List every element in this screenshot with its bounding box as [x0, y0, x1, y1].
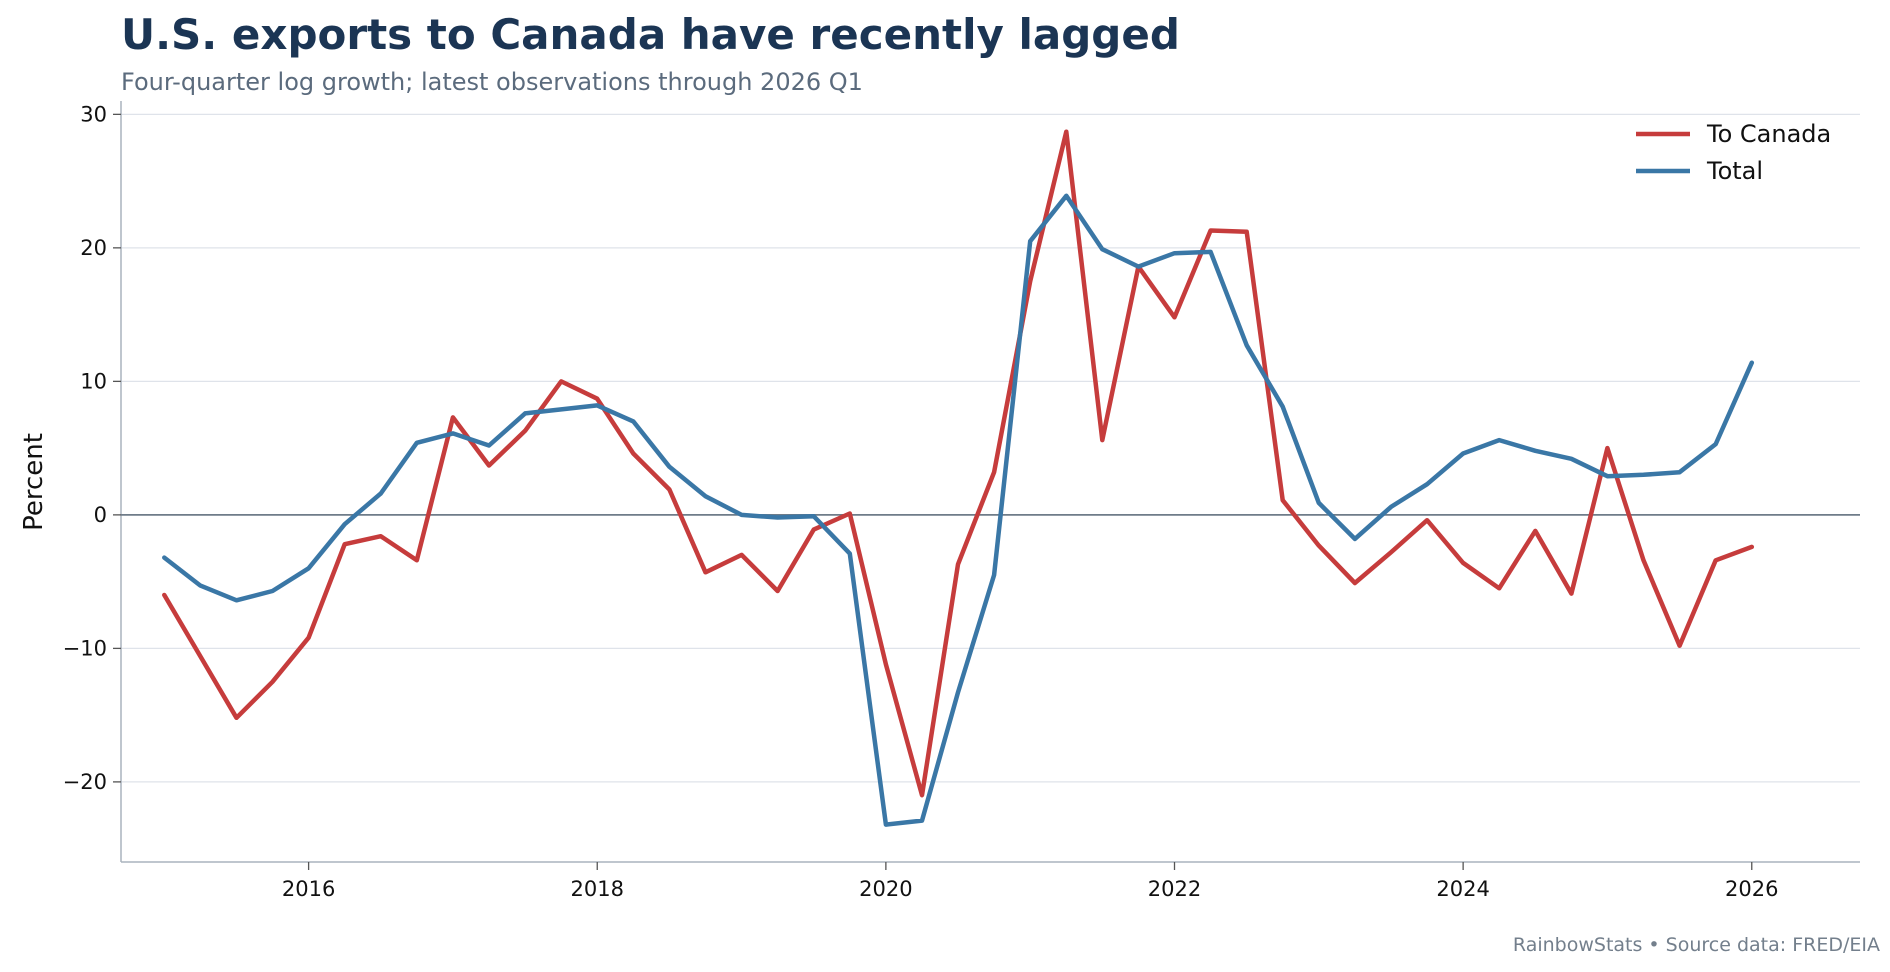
y-tick-label: 0 — [94, 503, 107, 527]
x-tick-label: 2016 — [282, 877, 335, 901]
y-tick-label: 20 — [80, 236, 107, 260]
y-tick-label: −10 — [63, 636, 107, 660]
legend-label: Total — [1706, 157, 1763, 185]
x-tick-label: 2020 — [859, 877, 912, 901]
source-credit: RainbowStats • Source data: FRED/EIA — [1512, 934, 1880, 956]
y-ticks: −20 −10 0 10 20 30 — [63, 102, 121, 794]
chart-subtitle: Four-quarter log growth; latest observat… — [121, 68, 863, 96]
gridlines — [121, 113, 1860, 783]
x-tick-label: 2022 — [1148, 877, 1201, 901]
series-lines — [162, 129, 1755, 827]
y-axis-label: Percent — [19, 433, 49, 531]
series-line-total — [162, 193, 1755, 827]
y-tick-label: −20 — [63, 770, 107, 794]
y-tick-label: 30 — [80, 102, 107, 126]
legend: To Canada Total — [1636, 120, 1831, 185]
y-tick-label: 10 — [80, 369, 107, 393]
x-tick-label: 2026 — [1725, 877, 1778, 901]
x-tick-label: 2018 — [571, 877, 624, 901]
x-ticks: 2016 2018 2020 2022 2024 2026 — [282, 862, 1778, 901]
axes — [120, 101, 1860, 863]
chart-title: U.S. exports to Canada have recently lag… — [121, 10, 1180, 59]
series-line-to-canada — [162, 129, 1755, 798]
x-tick-label: 2024 — [1436, 877, 1489, 901]
legend-label: To Canada — [1706, 120, 1831, 148]
